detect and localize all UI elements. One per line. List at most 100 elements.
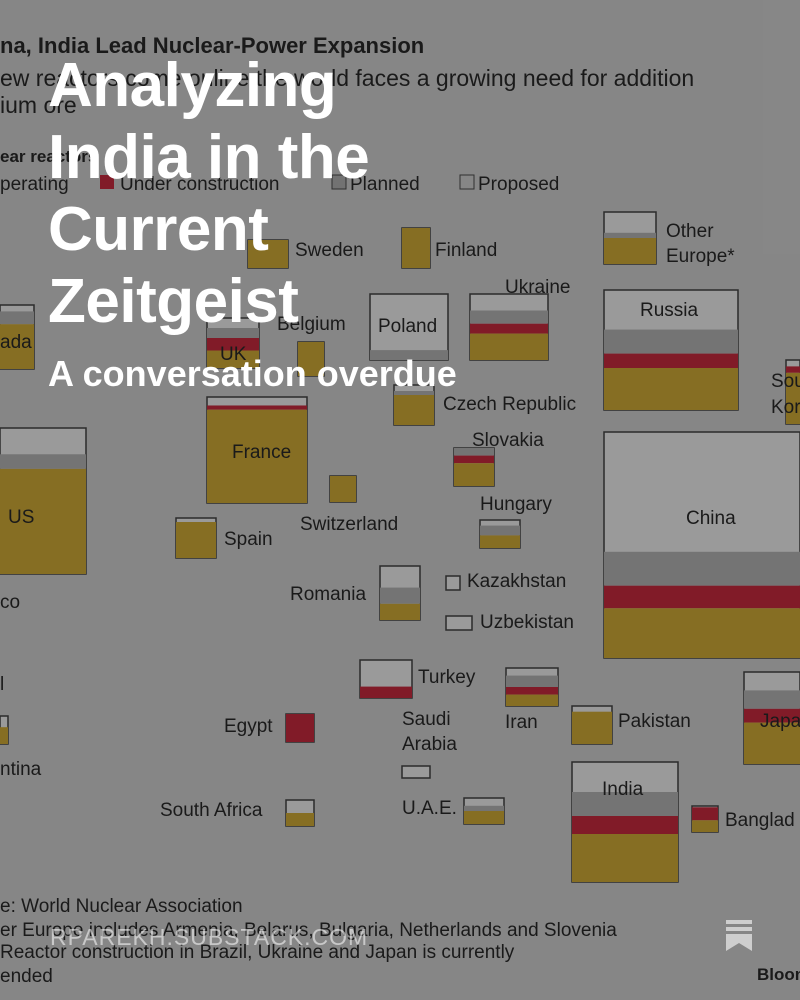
- reactor-block: [572, 711, 612, 744]
- reactor-block: [207, 405, 307, 410]
- reactor-block: [470, 323, 548, 334]
- reactor-block: [0, 454, 86, 469]
- reactor-block: [480, 525, 520, 536]
- reactor-block: [394, 395, 434, 425]
- country-label: Japa: [760, 711, 800, 732]
- country-label: l: [0, 674, 4, 695]
- country-label: Russia: [640, 300, 699, 321]
- legend-label: Proposed: [478, 174, 559, 195]
- reactor-block: [470, 333, 548, 360]
- chart-subtitle: ium ore: [0, 92, 77, 118]
- country-label: Slovakia: [472, 430, 544, 451]
- country-label: Other: [666, 221, 714, 242]
- country-label: South Africa: [160, 800, 263, 821]
- chart-title: na, India Lead Nuclear-Power Expansion: [0, 33, 424, 58]
- reactor-block: [744, 690, 800, 709]
- reactor-block: [692, 820, 718, 832]
- reactor-block: [248, 240, 288, 268]
- reactor-block: [506, 687, 558, 695]
- legend-label: Planned: [350, 174, 420, 195]
- country-label: Sou: [771, 371, 800, 392]
- legend-label: perating: [0, 174, 69, 195]
- reactor-block: [470, 310, 548, 324]
- reactor-block: [176, 522, 216, 558]
- reactor-block: [454, 455, 494, 464]
- country-label: Belgium: [277, 314, 346, 335]
- country-label: U.A.E.: [402, 798, 457, 819]
- reactor-block: [0, 468, 86, 574]
- country-label: China: [686, 508, 736, 529]
- country-label: Spain: [224, 529, 273, 550]
- reactor-block: [604, 238, 656, 264]
- country-label: Czech Republic: [443, 394, 576, 415]
- reactor-block: [604, 551, 800, 586]
- country-label: Iran: [505, 712, 538, 733]
- reactor-block: [604, 353, 738, 368]
- reactor-block: [0, 727, 8, 744]
- reactor-block: [464, 805, 504, 811]
- reactor-block: [380, 587, 420, 604]
- country-label: Egypt: [224, 716, 273, 737]
- reactor-block: [464, 811, 504, 824]
- reactor-block: [207, 338, 259, 351]
- post-title: Analyzing India in the Current Zeitgeist: [48, 51, 370, 336]
- reactor-block: [786, 366, 800, 373]
- chart-note: ended: [0, 966, 53, 987]
- country-label: Poland: [378, 316, 437, 337]
- legend-swatch: [331, 174, 347, 190]
- reactor-block: [506, 675, 558, 687]
- reactor-block: [604, 329, 738, 354]
- reactor-block: [692, 807, 718, 821]
- country-label: ntina: [0, 759, 42, 780]
- reactor-block: [286, 714, 314, 742]
- reactor-block: [360, 686, 412, 698]
- country-label: Saudi: [402, 709, 451, 730]
- reactor-block: [572, 816, 678, 834]
- country-label: US: [8, 507, 34, 528]
- reactor-block: [604, 608, 800, 658]
- reactor-block: [380, 603, 420, 620]
- chart-note: Reactor construction in Brazil, Ukraine …: [0, 942, 515, 963]
- reactor-block: [0, 311, 34, 325]
- country-label: Finland: [435, 240, 497, 261]
- legend-swatch: [459, 174, 475, 190]
- country-label: Romania: [290, 584, 366, 605]
- reactor-block: [572, 792, 678, 816]
- reactor-block: [402, 228, 430, 268]
- reactor-block: [401, 765, 431, 779]
- country-label: UK: [220, 344, 247, 365]
- country-label: Turkey: [418, 667, 476, 688]
- country-label: Banglad: [725, 810, 795, 831]
- legend-title: ear reactors: [0, 147, 97, 166]
- legend-swatch: [100, 175, 114, 189]
- reactor-block: [604, 232, 656, 238]
- reactor-block: [370, 350, 448, 360]
- reactor-block: [207, 409, 307, 503]
- country-label: Kazakhstan: [467, 571, 566, 592]
- reactor-block: [454, 463, 494, 486]
- reactor-block: [207, 328, 259, 338]
- reactor-block: [330, 476, 356, 502]
- reactor-block: [480, 535, 520, 548]
- legend-label: Under construction: [120, 174, 279, 195]
- reactor-block: [394, 391, 434, 395]
- country-label: Sweden: [295, 240, 364, 261]
- country-label: India: [602, 779, 644, 800]
- country-label: co: [0, 592, 20, 613]
- reactor-block: [572, 834, 678, 882]
- country-label: Europe*: [666, 246, 735, 267]
- chart-note: e: World Nuclear Association: [0, 896, 243, 917]
- reactor-block: [298, 342, 324, 376]
- post-subtitle: A conversation overdue: [48, 353, 457, 394]
- country-label: Arabia: [402, 734, 457, 755]
- reactor-block: [506, 694, 558, 706]
- country-label: Pakistan: [618, 711, 691, 732]
- country-label: Ukraine: [505, 277, 570, 298]
- reactor-block: [445, 615, 473, 631]
- brand: Bloom: [757, 965, 800, 984]
- country-label: France: [232, 442, 291, 463]
- reactor-block: [207, 350, 259, 368]
